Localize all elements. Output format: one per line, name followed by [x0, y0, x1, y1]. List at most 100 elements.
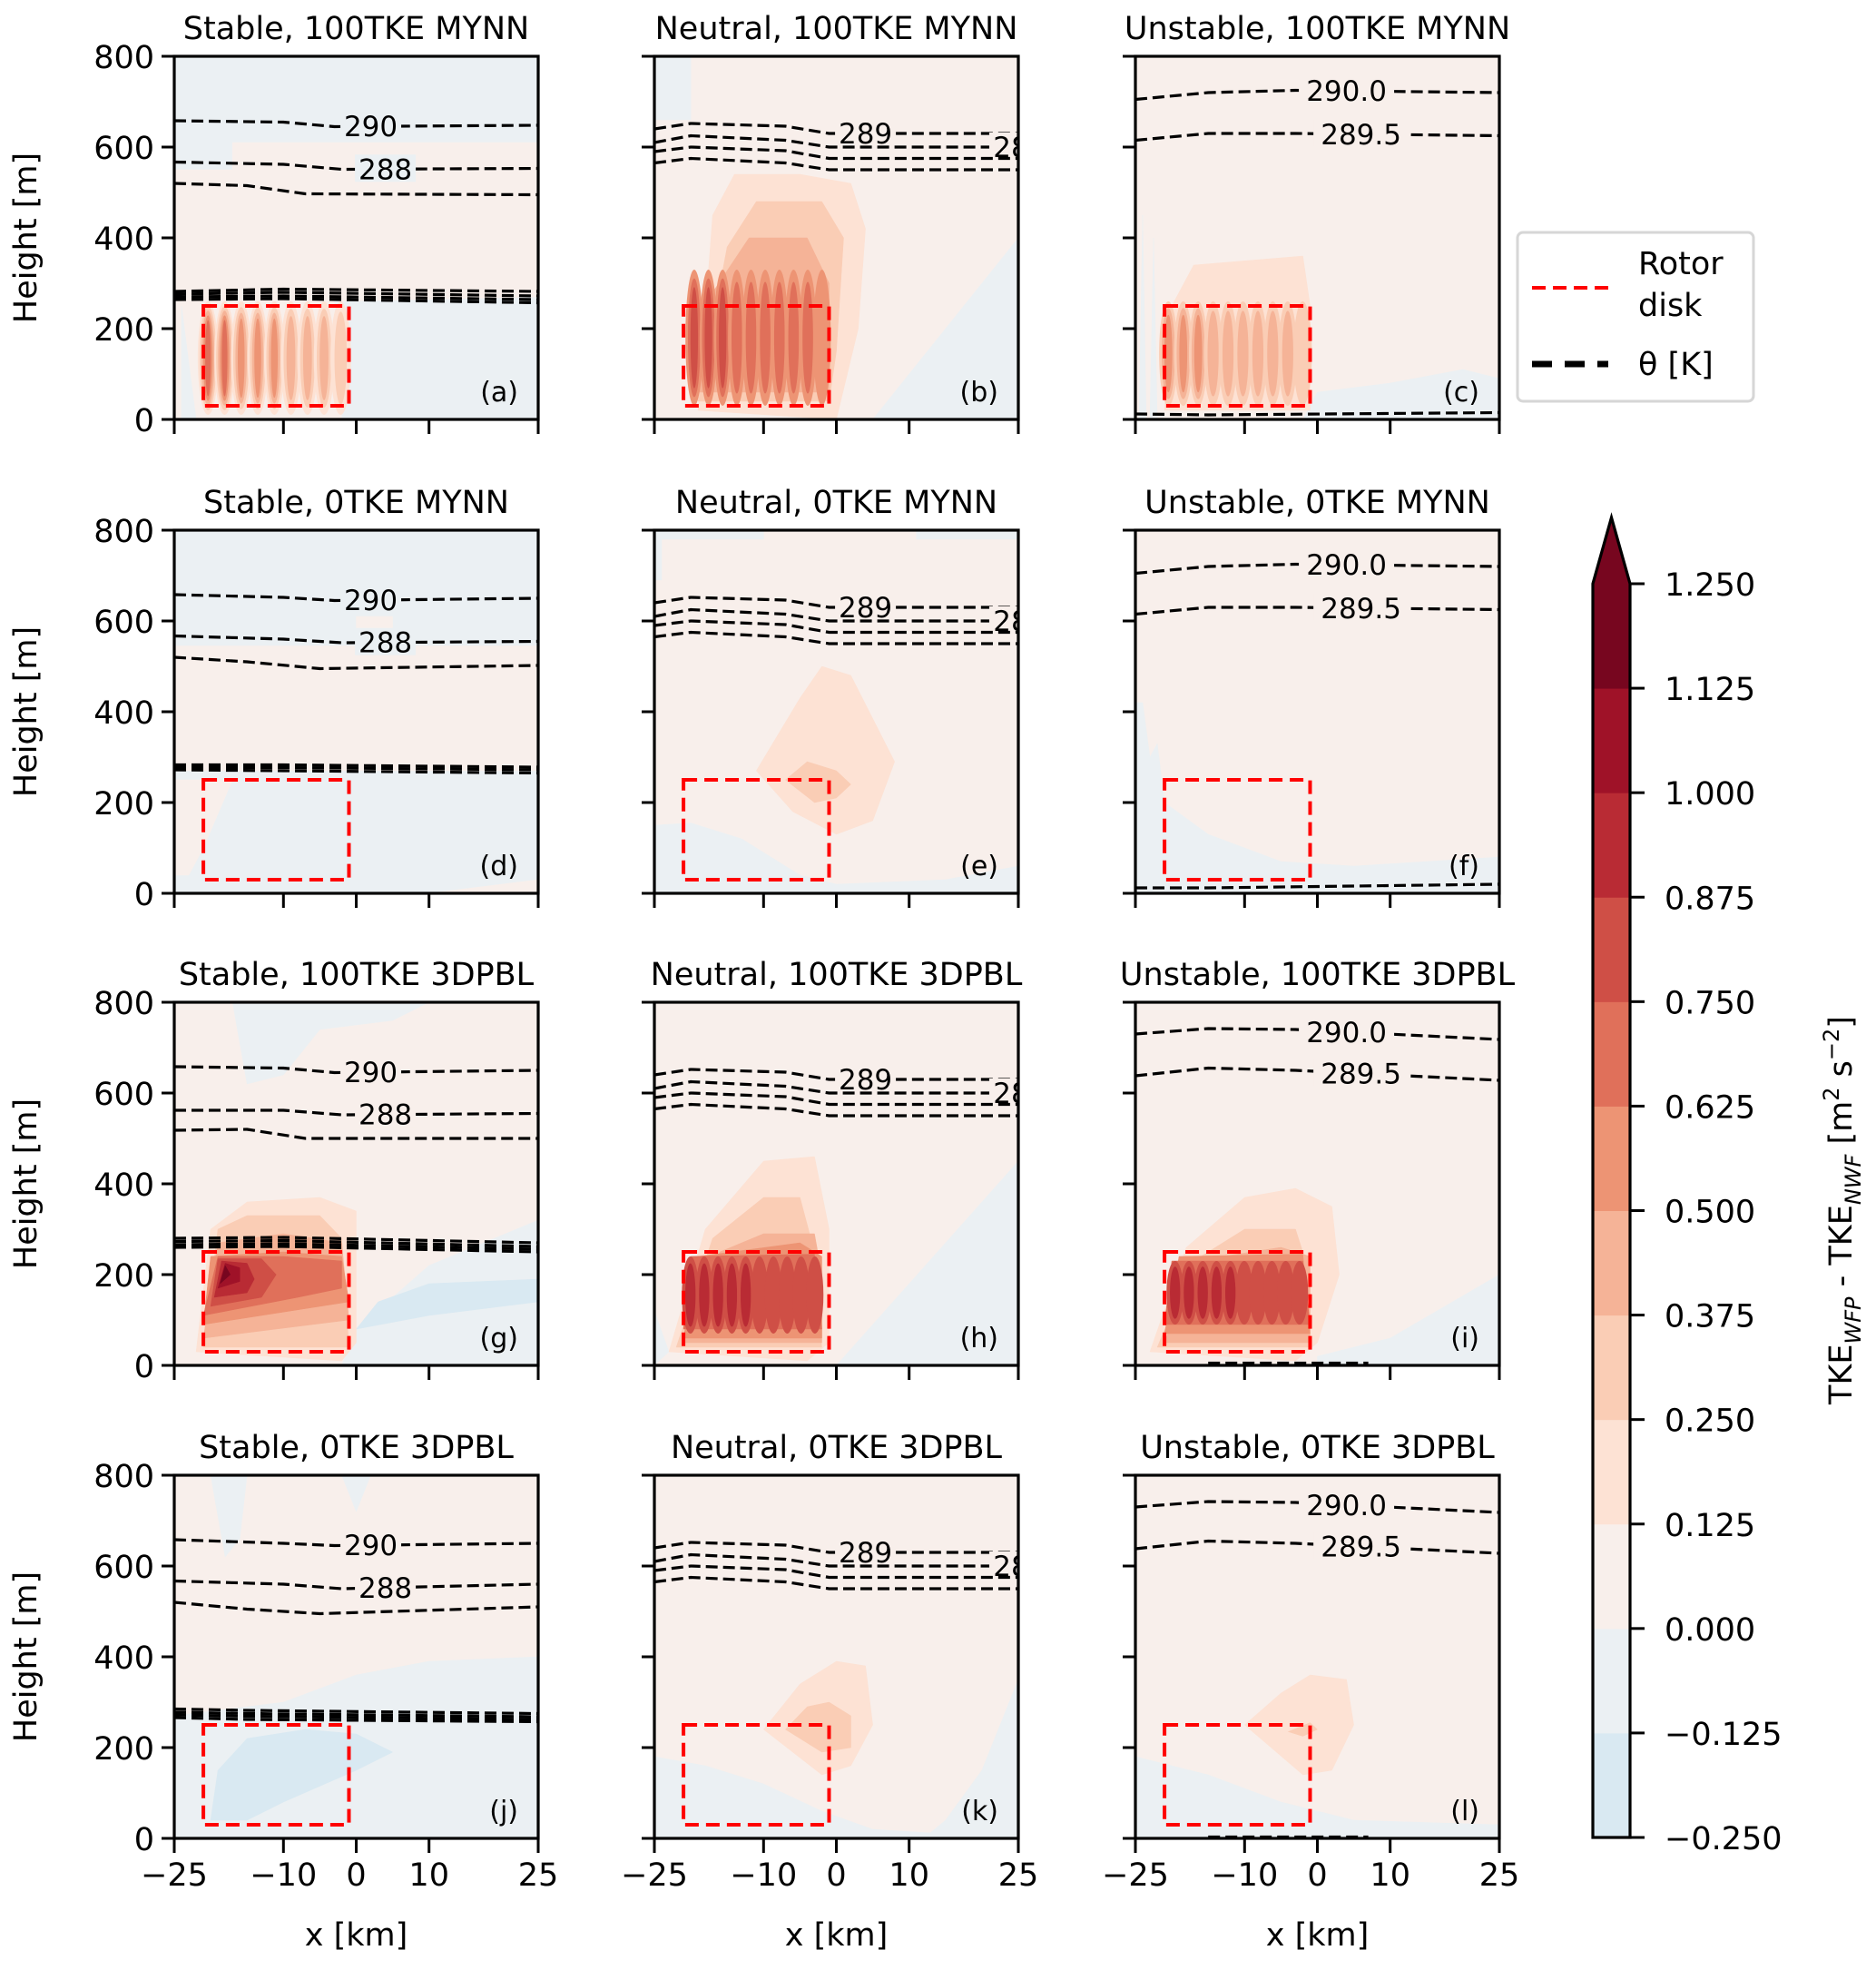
contour-wake-stripe — [1237, 310, 1249, 397]
colorbar-tick-label: 0.125 — [1665, 1508, 1755, 1544]
panel-tag: (e) — [960, 851, 998, 882]
panel-title: Neutral, 0TKE 3DPBL — [671, 1430, 1003, 1466]
contour-wake-stripe — [1249, 1261, 1267, 1325]
colorbar-label-part: TKE — [1823, 1344, 1860, 1404]
x-tick-label: −10 — [730, 1857, 797, 1894]
contour-wake-stripe — [719, 287, 727, 389]
contour-wake-stripe — [1184, 1266, 1194, 1319]
colorbar-band — [1593, 1106, 1630, 1211]
colorbar-band — [1593, 1419, 1630, 1525]
contour-region — [654, 530, 764, 581]
x-tick-label: 0 — [826, 1857, 846, 1894]
theta-contour-line — [174, 1713, 538, 1721]
colorbar-extend-arrow — [1593, 517, 1630, 584]
colorbar-band — [1593, 897, 1630, 1002]
theta-contour-line — [174, 119, 538, 129]
theta-label-bg — [835, 1538, 897, 1565]
colorbar-band — [1593, 793, 1630, 898]
rotor-disk-outline — [1163, 778, 1312, 882]
panel-tag: (b) — [960, 377, 998, 409]
y-tick-label: 400 — [93, 1167, 154, 1204]
theta-label-bg — [355, 1572, 417, 1601]
theta-label-bg — [988, 606, 1018, 634]
contour-wake-stripe — [302, 316, 312, 400]
panel-title: Neutral, 100TKE MYNN — [655, 11, 1018, 47]
rotor-disk-outline — [682, 1250, 831, 1354]
contour-region — [210, 1729, 393, 1821]
contour-region — [428, 879, 538, 893]
panel-tag: (d) — [480, 851, 518, 882]
theta-label-bg — [835, 1065, 897, 1092]
theta-label-bg — [355, 154, 417, 182]
contour-region — [916, 530, 1018, 540]
colorbar: −0.250 −0.125 0.000 0.125 0.250 0.375 0.500 0.6… — [1591, 512, 1866, 1857]
panel-plot-area: 290.0 289.5 — [1135, 56, 1499, 419]
theta-contour-label: 289.5 — [1321, 593, 1401, 625]
theta-contour-line — [654, 1575, 1018, 1591]
contour-wake-stripe — [699, 1263, 710, 1327]
theta-label-bg — [1313, 1532, 1409, 1560]
contour-region — [654, 56, 692, 121]
x-tick-label: 25 — [518, 1857, 559, 1894]
colorbar-label-part: −2 — [1819, 1029, 1844, 1060]
theta-contour-label: 288 — [359, 1099, 412, 1132]
theta-contour-line — [174, 768, 538, 775]
contour-wake-stripe — [788, 281, 800, 394]
contour-wake-stripe — [732, 281, 742, 394]
theta-contour-line — [654, 1541, 1018, 1554]
y-tick-label: 0 — [134, 403, 154, 439]
rotor-disk-outline — [201, 1723, 351, 1827]
theta-contour-line — [654, 607, 1018, 623]
panel-title: Stable, 0TKE 3DPBL — [199, 1430, 514, 1466]
contour-wake-stripe — [1164, 314, 1173, 393]
contour-region — [341, 1475, 371, 1512]
contour-wake-stripe — [704, 287, 712, 389]
theta-contour-line — [174, 1236, 538, 1245]
theta-label-bg — [988, 133, 1018, 160]
contour-wake-stripe — [1207, 310, 1219, 397]
y-tick-label: 600 — [93, 131, 154, 167]
theta-contour-line — [174, 634, 538, 645]
theta-contour-line — [174, 1579, 538, 1591]
theta-contour-label: 289 — [839, 1064, 892, 1097]
contour-wake-stripe — [221, 320, 228, 397]
theta-contour-line — [174, 763, 538, 769]
contour-wake-stripe — [685, 1263, 696, 1327]
theta-contour-line — [174, 1538, 538, 1548]
panel-plot-area: 290.0 289.5 — [1135, 1002, 1499, 1365]
colorbar-tick-label: 0.000 — [1665, 1612, 1755, 1649]
contour-wake-stripe — [751, 1256, 769, 1334]
x-tick-label: 10 — [1370, 1857, 1410, 1894]
theta-contour-label: 290 — [344, 1530, 398, 1562]
theta-contour-line — [174, 1128, 538, 1140]
panel-title: Neutral, 100TKE 3DPBL — [651, 957, 1023, 993]
contour-wake-stripe — [792, 1256, 810, 1334]
colorbar-tick-label: 0.625 — [1665, 1089, 1755, 1126]
contour-wake-stripe — [1170, 1266, 1181, 1319]
panel-tag: (k) — [961, 1796, 998, 1827]
rotor-disk-outline — [1163, 1250, 1312, 1354]
theta-contour-label: 288 — [359, 153, 412, 186]
contour-region — [1135, 1756, 1499, 1838]
contour-wake-stripe — [760, 281, 771, 394]
y-tick-label: 200 — [93, 1731, 154, 1768]
panel-plot-area: 289 28 — [654, 1002, 1018, 1365]
y-tick-label: 400 — [93, 222, 154, 258]
legend-rotor-disk-label-2: disk — [1638, 288, 1703, 324]
theta-contour-line — [174, 1242, 538, 1251]
contour-wake-stripe — [806, 1256, 824, 1334]
y-tick-label: 0 — [134, 1822, 154, 1858]
theta-label-bg — [988, 1551, 1018, 1579]
theta-contour-line — [654, 1102, 1018, 1118]
colorbar-band — [1593, 688, 1630, 793]
contour-wake-stripe — [1222, 310, 1234, 397]
contour-wake-stripe — [1197, 1266, 1208, 1319]
theta-contour-line — [174, 294, 538, 301]
contour-region — [756, 665, 895, 835]
y-tick-label: 600 — [93, 1550, 154, 1586]
theta-label-bg — [1313, 593, 1409, 621]
